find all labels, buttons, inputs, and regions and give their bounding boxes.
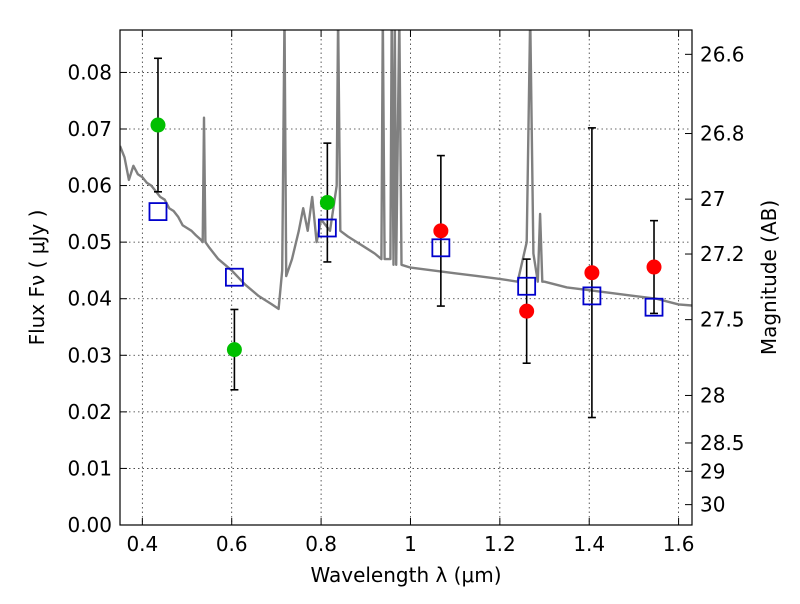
y-axis-left: 0.00 0.01 0.02 0.03 0.04 0.05 0.06 0.07 0.08 — [67, 60, 127, 537]
y2-tick-label: 26.8 — [700, 122, 745, 146]
y-tick-label: 0.00 — [67, 513, 112, 537]
grid — [120, 30, 692, 526]
axes-frame — [119, 29, 693, 526]
data-point-1 — [433, 223, 449, 239]
x-tick-label: 1.6 — [663, 532, 695, 556]
model-point — [224, 267, 244, 287]
data-point-0 — [150, 117, 166, 133]
model-point — [582, 286, 602, 306]
y-tick-label: 0.04 — [67, 287, 112, 311]
x-tick-label: 1.4 — [573, 532, 605, 556]
y-axis-label: Flux Fν ( μJy ) — [25, 210, 49, 346]
data-point-0 — [226, 342, 242, 358]
y2-tick-label: 26.6 — [700, 42, 745, 66]
model-spectrum-line — [120, 30, 692, 311]
y-tick-label: 0.08 — [67, 60, 112, 84]
data-point-1 — [646, 259, 662, 275]
errorbar-layer — [153, 57, 659, 419]
data-point-1 — [519, 303, 535, 319]
x-axis: 0.4 0.6 0.8 1 1.2 1.4 1.6 — [126, 30, 695, 556]
model-point — [644, 297, 664, 317]
y2-tick-label: 30 — [700, 493, 725, 517]
x-tick-label: 1 — [404, 532, 417, 556]
spectrum-layer — [120, 30, 692, 311]
data-point-1 — [584, 265, 600, 281]
y2-axis-label: Magnitude (AB) — [757, 200, 781, 355]
model-point — [148, 202, 168, 221]
y2-tick-label: 29 — [700, 459, 725, 483]
y-tick-label: 0.03 — [67, 343, 112, 367]
x-axis-label: Wavelength λ (μm) — [310, 563, 501, 587]
y-tick-label: 0.05 — [67, 230, 112, 254]
y-tick-label: 0.07 — [67, 117, 112, 141]
model-point — [517, 276, 537, 296]
data-point-0 — [319, 195, 335, 211]
y2-tick-label: 28 — [700, 383, 725, 407]
y2-tick-label: 28.5 — [700, 431, 745, 455]
model-point — [317, 218, 337, 238]
x-tick-label: 0.6 — [216, 532, 248, 556]
model-point — [431, 238, 451, 258]
y2-tick-label: 27.5 — [700, 308, 745, 332]
x-tick-label: 0.4 — [126, 532, 158, 556]
y2-tick-label: 27 — [700, 187, 725, 211]
y-tick-label: 0.02 — [67, 400, 112, 424]
y2-tick-label: 27.2 — [700, 242, 745, 266]
marker-layer — [148, 117, 664, 358]
y-tick-label: 0.01 — [67, 456, 112, 480]
y-axis-right: 26.6 26.8 27 27.2 27.5 28 28.5 29 30 — [685, 42, 745, 517]
x-tick-label: 1.2 — [484, 532, 516, 556]
y-tick-label: 0.06 — [67, 174, 112, 198]
x-tick-label: 0.8 — [305, 532, 337, 556]
